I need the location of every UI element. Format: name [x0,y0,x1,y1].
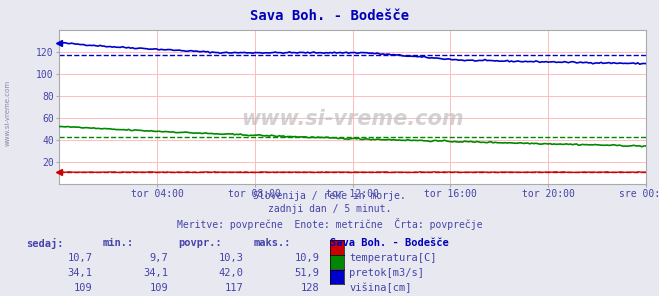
Text: 9,7: 9,7 [150,253,168,263]
Text: višina[cm]: višina[cm] [349,283,412,293]
Text: Sava Boh. - Bodešče: Sava Boh. - Bodešče [330,238,448,248]
Text: pretok[m3/s]: pretok[m3/s] [349,268,424,278]
Text: 117: 117 [225,283,244,293]
Text: 10,9: 10,9 [295,253,320,263]
Text: Slovenija / reke in morje.: Slovenija / reke in morje. [253,191,406,201]
Text: povpr.:: povpr.: [178,238,221,248]
Text: 109: 109 [74,283,92,293]
Text: 10,3: 10,3 [219,253,244,263]
Text: Sava Boh. - Bodešče: Sava Boh. - Bodešče [250,9,409,23]
Text: Meritve: povprečne  Enote: metrične  Črta: povprečje: Meritve: povprečne Enote: metrične Črta:… [177,218,482,230]
Text: 34,1: 34,1 [143,268,168,278]
Text: temperatura[C]: temperatura[C] [349,253,437,263]
Text: maks.:: maks.: [254,238,291,248]
Text: 51,9: 51,9 [295,268,320,278]
Text: 42,0: 42,0 [219,268,244,278]
Text: sedaj:: sedaj: [26,238,64,249]
Text: www.si-vreme.com: www.si-vreme.com [5,79,11,146]
Text: 10,7: 10,7 [67,253,92,263]
Text: zadnji dan / 5 minut.: zadnji dan / 5 minut. [268,204,391,214]
Text: min.:: min.: [102,238,133,248]
Text: 109: 109 [150,283,168,293]
Text: www.si-vreme.com: www.si-vreme.com [241,109,464,129]
Text: 128: 128 [301,283,320,293]
Text: 34,1: 34,1 [67,268,92,278]
